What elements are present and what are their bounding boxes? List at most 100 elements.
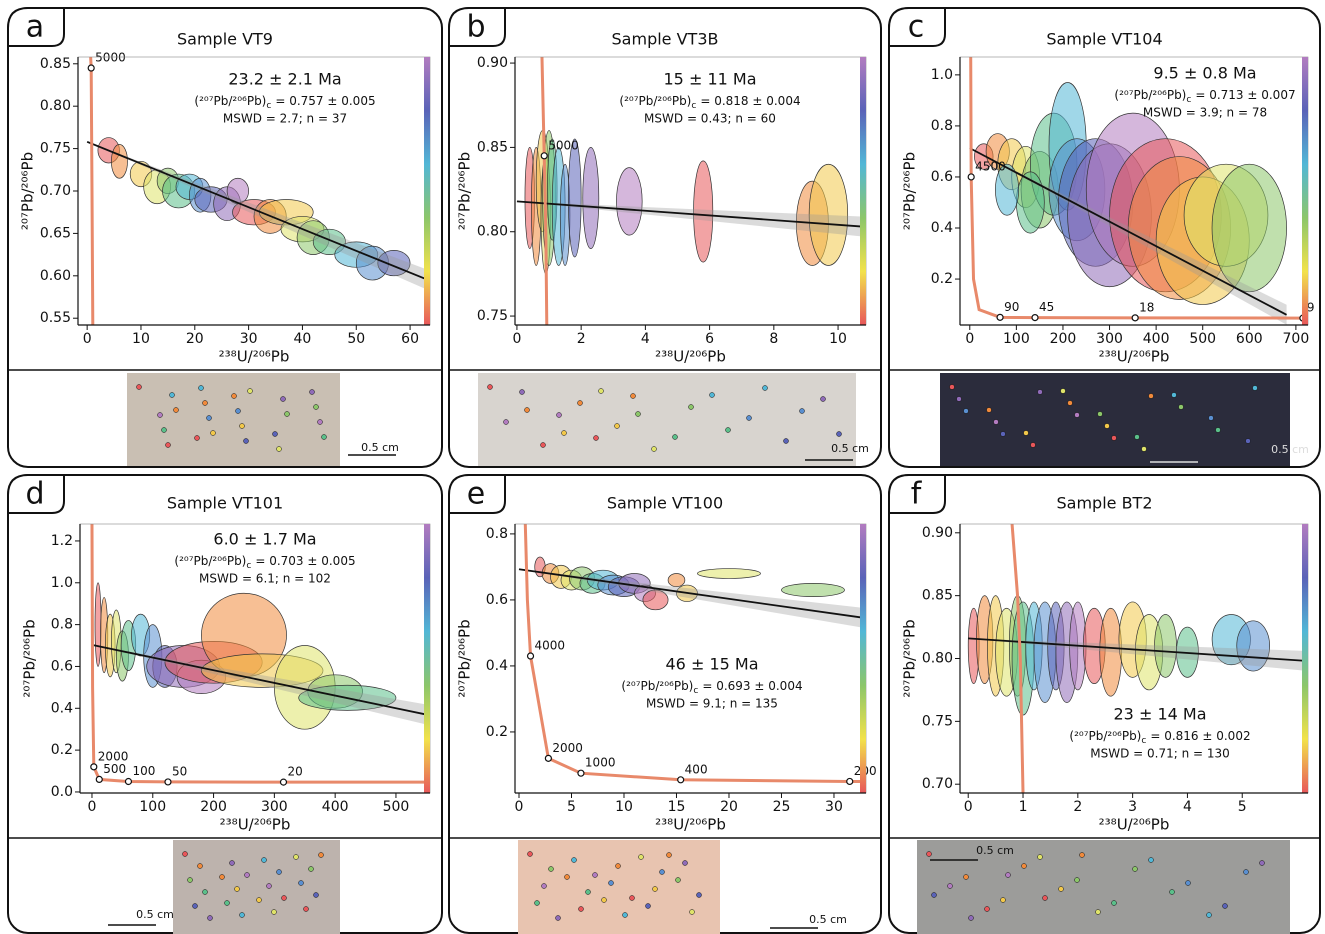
spot xyxy=(747,416,752,421)
x-tick-label: 0 xyxy=(88,799,97,815)
mswd: MSWD = 3.9; n = 78 xyxy=(1143,106,1267,120)
spot xyxy=(504,420,509,425)
data-ellipse xyxy=(668,574,685,587)
ratio-value: = 0.816 ± 0.002 xyxy=(1150,729,1250,743)
age-marker xyxy=(165,779,171,785)
y-tick-label: 0.4 xyxy=(51,700,73,716)
x-tick-label: 0 xyxy=(965,331,974,347)
spot xyxy=(244,439,249,444)
spot xyxy=(763,386,768,391)
mswd: MSWD = 0.71; n = 130 xyxy=(1090,747,1230,761)
age-result: 46 ± 15 Ma xyxy=(666,655,759,674)
x-tick-label: 100 xyxy=(139,799,166,815)
spot xyxy=(1112,901,1117,906)
spot xyxy=(314,893,319,898)
age-marker xyxy=(528,653,534,659)
x-tick-label: 2 xyxy=(1073,799,1082,815)
spot xyxy=(207,416,212,421)
spot xyxy=(1038,855,1043,860)
spot xyxy=(673,435,678,440)
y-tick-label: 0.75 xyxy=(922,713,953,729)
age-label: 5000 xyxy=(95,51,126,65)
spot xyxy=(170,393,175,398)
spot xyxy=(203,890,208,895)
spot xyxy=(594,436,599,441)
age-label: 500 xyxy=(103,762,126,776)
x-tick-label: 30 xyxy=(240,331,258,347)
spot xyxy=(623,913,628,918)
spot xyxy=(932,893,937,898)
spot xyxy=(282,896,287,901)
x-tick-label: 500 xyxy=(1189,331,1216,347)
spot xyxy=(542,884,547,889)
spot xyxy=(578,401,583,406)
data-ellipse xyxy=(1212,164,1287,292)
spot xyxy=(690,910,695,915)
spot xyxy=(652,447,657,452)
spot xyxy=(1024,431,1029,436)
y-tick-label: 1.2 xyxy=(51,533,73,549)
spot xyxy=(950,385,955,390)
y-tick-label: 0.85 xyxy=(40,56,71,72)
ratio-subscript: c xyxy=(246,561,251,571)
x-tick-label: 10 xyxy=(132,331,150,347)
mswd: MSWD = 6.1; n = 102 xyxy=(199,572,331,586)
y-tick-label: 0.2 xyxy=(51,742,73,758)
x-tick-label: 0 xyxy=(83,331,92,347)
spot xyxy=(203,401,208,406)
y-tick-label: 1.0 xyxy=(931,67,953,83)
data-ellipse xyxy=(583,147,599,248)
ratio-subscript: c xyxy=(266,101,271,111)
sample-photo xyxy=(518,840,720,934)
age-label: 1000 xyxy=(585,756,616,770)
spot xyxy=(1112,436,1117,441)
data-ellipse xyxy=(697,569,760,579)
spot xyxy=(1038,390,1043,395)
spot xyxy=(683,861,688,866)
spot xyxy=(556,916,561,921)
sample-photo xyxy=(478,373,856,466)
scale-label: 0.5 cm xyxy=(136,908,174,921)
color-scale xyxy=(860,524,866,793)
age-result: 23 ± 14 Ma xyxy=(1114,705,1207,724)
ratio-prefix: (²⁰⁷Pb/²⁰⁶Pb) xyxy=(621,679,693,693)
spot xyxy=(240,913,245,918)
spot xyxy=(821,397,826,402)
spot xyxy=(964,409,969,414)
y-axis-label: ²⁰⁷Pb/²⁰⁶Pb xyxy=(456,619,474,697)
spot xyxy=(1135,435,1140,440)
x-tick-label: 3 xyxy=(1128,799,1137,815)
spot xyxy=(304,907,309,912)
spot xyxy=(1068,401,1073,406)
spot xyxy=(272,910,277,915)
spot xyxy=(245,873,250,878)
age-marker xyxy=(1132,315,1138,321)
y-tick-label: 0.75 xyxy=(477,308,508,324)
y-tick-label: 0.80 xyxy=(40,98,71,114)
spot xyxy=(240,424,245,429)
spot xyxy=(257,898,262,903)
x-tick-label: 10 xyxy=(615,799,633,815)
ratio-prefix: (²⁰⁷Pb/²⁰⁶Pb) xyxy=(1114,88,1186,102)
age-marker xyxy=(96,776,102,782)
age-marker xyxy=(1032,315,1038,321)
panel-title: Sample VT100 xyxy=(607,494,723,513)
spot xyxy=(1149,858,1154,863)
ratio-value: = 0.818 ± 0.004 xyxy=(700,94,800,108)
panel-title: Sample VT104 xyxy=(1046,30,1162,49)
panel-title: Sample BT2 xyxy=(1056,494,1152,513)
x-tick-label: 100 xyxy=(1003,331,1030,347)
spot xyxy=(1001,432,1006,437)
age-label: 5000 xyxy=(548,138,579,152)
spot xyxy=(277,447,282,452)
spot xyxy=(520,390,525,395)
mswd: MSWD = 0.43; n = 60 xyxy=(644,112,776,126)
age-marker xyxy=(88,65,94,71)
ratio-subscript: c xyxy=(691,101,696,111)
x-axis-label: ²³⁸U/²⁰⁶Pb xyxy=(655,816,726,834)
x-tick-label: 30 xyxy=(825,799,843,815)
x-tick-label: 25 xyxy=(773,799,791,815)
spot xyxy=(208,916,213,921)
spot xyxy=(948,884,953,889)
spot xyxy=(262,858,267,863)
